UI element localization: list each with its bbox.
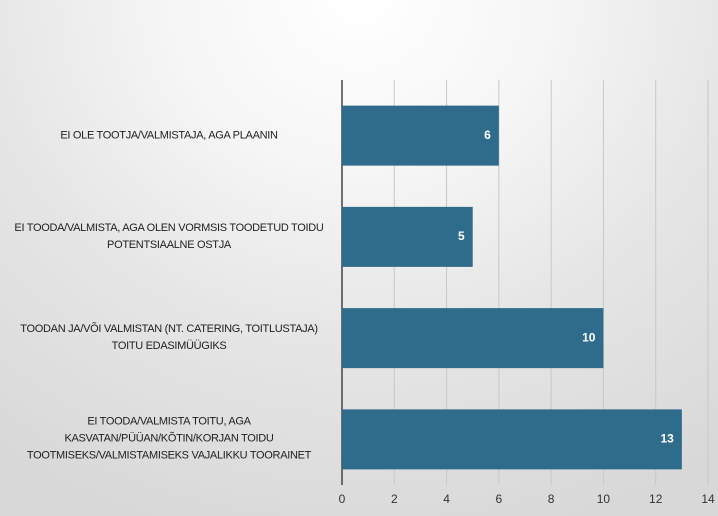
bar [342,409,682,470]
bar [342,206,473,267]
x-tick-label: 2 [391,492,398,506]
x-tick-label: 12 [649,492,663,506]
x-tick-label: 8 [548,492,555,506]
category-label: EI TOODA/VALMISTA TOITU, AGA KASVATAN/PÜ… [26,415,312,462]
category-label: EI OLE TOOTJA/VALMISTAJA, AGA PLAANIN [60,129,278,142]
bar [342,105,499,166]
value-label: 13 [660,432,674,446]
category-label: EI TOODA/VALMISTA, AGA OLEN VORMSIS TOOD… [14,221,324,251]
x-tick-label: 4 [443,492,450,506]
value-label: 5 [458,229,465,243]
x-tick-label: 10 [597,492,611,506]
category-label: TOODAN JA/VÕI VALMISTAN (NT. CATERING, T… [20,323,318,353]
value-label: 6 [484,128,491,142]
value-label: 10 [582,330,596,344]
x-tick-label: 0 [339,492,346,506]
bar [342,308,604,369]
x-tick-label: 14 [701,492,715,506]
x-tick-label: 6 [496,492,503,506]
